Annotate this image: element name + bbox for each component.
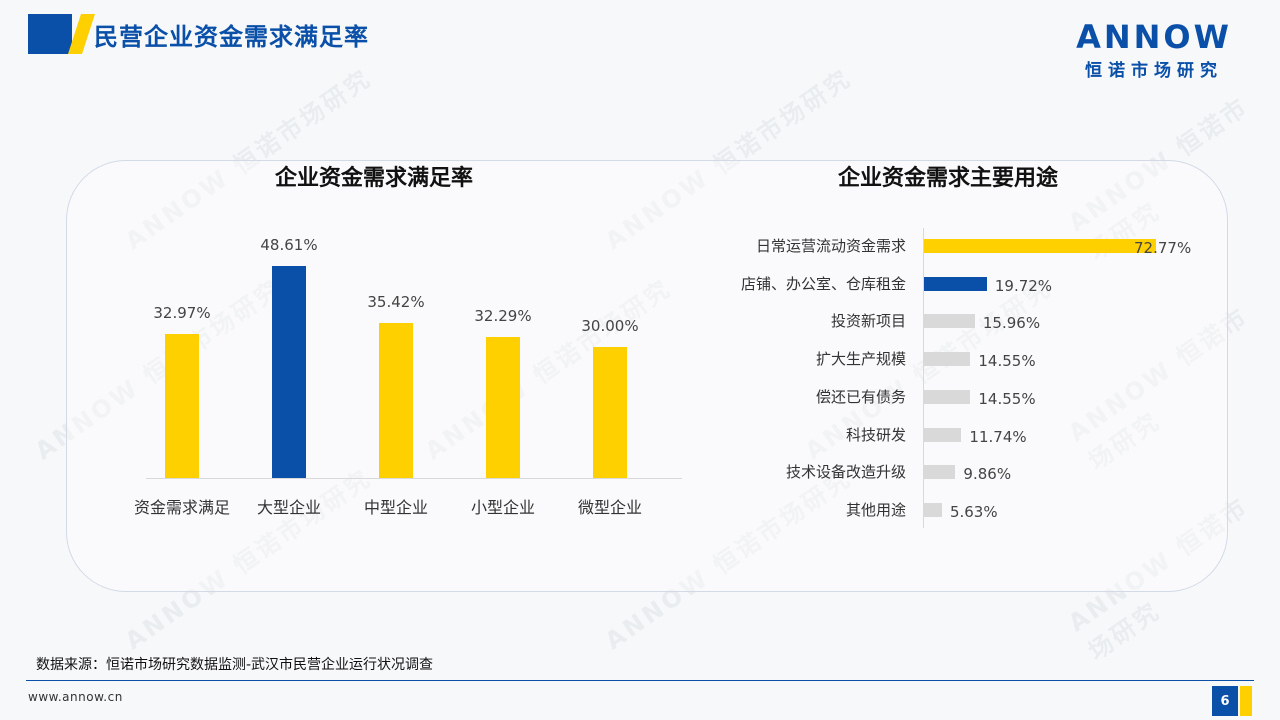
bar [924,239,1156,253]
category-label: 微型企业 [577,498,642,517]
annow-logo: ANNOW 恒诺市场研究 [1070,20,1238,81]
data-label: 11.74% [969,427,1027,446]
category-label: 偿还已有债务 [815,387,906,406]
category-label: 扩大生产规模 [815,350,906,369]
data-label: 72.77% [1134,239,1192,257]
bar-row: 技术设备改造升级 9.86% [700,459,1220,485]
bar [924,352,971,367]
category-label: 店铺、办公室、仓库租金 [740,274,906,293]
bar-row: 投资新项目 15.96% [700,308,1220,334]
data-source-note: 数据来源：恒诺市场研究数据监测-武汉市民营企业运行状况调查 [36,657,434,673]
bar-row: 科技研发 11.74% [700,422,1220,448]
data-label: 30.00% [581,316,639,335]
bar [924,427,962,442]
data-label: 14.55% [978,389,1036,408]
bar [165,333,199,478]
bar-row: 偿还已有债务 14.55% [700,384,1220,410]
x-axis-line [146,478,682,479]
chart-panel [66,160,1228,592]
data-label: 35.42% [367,293,425,312]
category-label: 大型企业 [256,498,321,517]
data-label: 19.72% [994,276,1053,295]
logo-subtitle: 恒诺市场研究 [1085,61,1223,81]
category-label: 技术设备改造升级 [785,463,906,482]
data-label: 32.29% [474,306,532,325]
bar [486,336,520,478]
page-number-accent [1240,686,1252,716]
category-label: 投资新项目 [830,312,906,331]
bar [924,502,942,517]
data-label: 32.97% [153,303,211,322]
category-label: 资金需求满足 [133,498,230,517]
data-label: 5.63% [949,502,998,521]
bar-row: 店铺、办公室、仓库租金 19.72% [700,271,1220,297]
bar [924,276,987,291]
data-label: 9.86% [963,465,1012,484]
bar [924,465,956,480]
data-label: 48.61% [260,235,318,254]
footer-divider [26,680,1254,681]
logo-wordmark: ANNOW [1076,18,1232,56]
chart-title-usage: 企业资金需求主要用途 [837,166,1058,191]
title-accent-icon [28,14,95,54]
bar [593,346,627,478]
page-title: 民营企业资金需求满足率 [94,22,369,51]
bar [924,389,971,404]
y-axis-line [923,228,924,528]
category-label: 中型企业 [363,498,428,517]
bar [272,265,306,478]
satisfaction-bar-chart: 32.97% 资金需求满足 48.61% 大型企业 35.42% 中型企业 32.29% 小型… [134,230,682,530]
data-label: 15.96% [982,314,1041,333]
bar-row: 其他用途 5.63% [700,497,1220,523]
title-bar: 民营企业资金需求满足率 [28,14,369,54]
category-label: 科技研发 [845,425,906,444]
category-label: 小型企业 [470,498,535,517]
bar-row: 扩大生产规模 14.55% [700,346,1220,372]
chart-title-satisfaction: 企业资金需求满足率 [274,166,473,191]
category-label: 其他用途 [845,500,906,519]
category-label: 日常运营流动资金需求 [755,237,906,255]
bar [379,323,413,478]
data-label: 14.55% [978,352,1036,371]
bar-row: 日常运营流动资金需求 72.77% [700,233,1220,259]
page-number: 6 [1212,686,1238,716]
bar [924,314,975,329]
website-link[interactable]: www.annow.cn [28,690,123,704]
usage-bar-chart: 日常运营流动资金需求 72.77% 店铺、办公室、仓库租金 19.72% 投资新项目 15… [700,228,1220,528]
